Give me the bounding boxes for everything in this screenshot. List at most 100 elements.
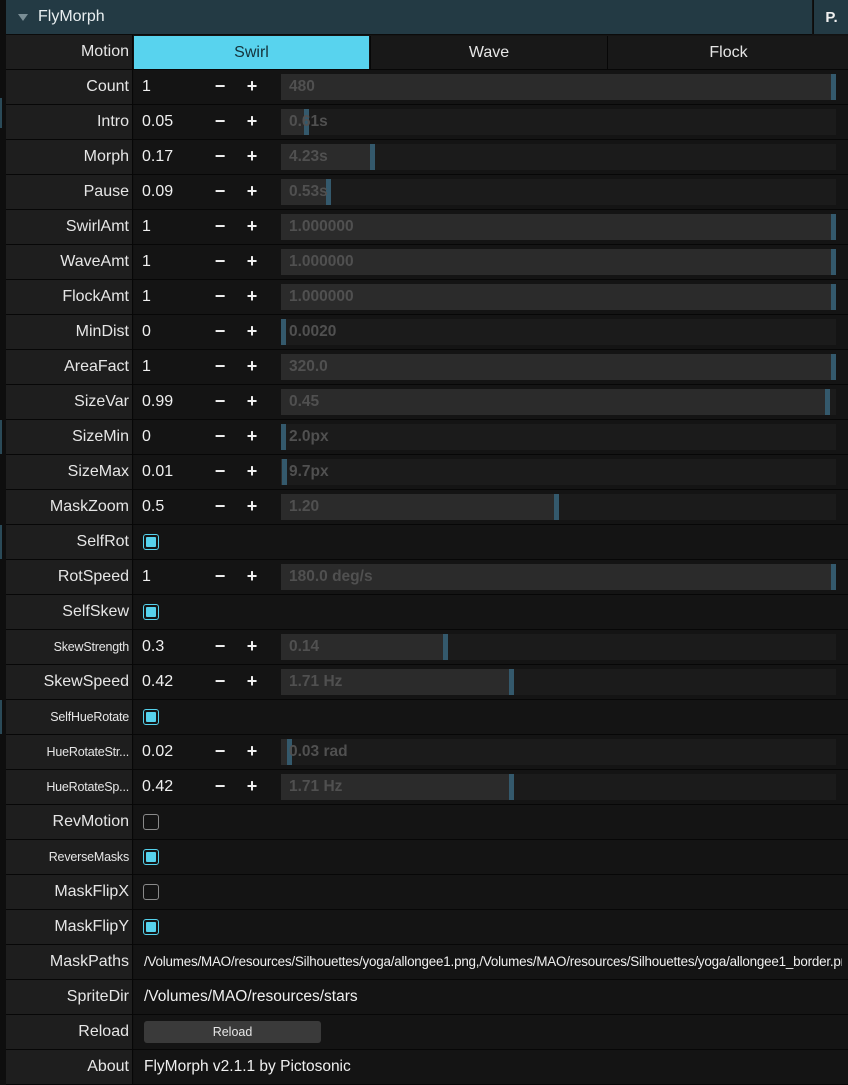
slider-handle[interactable]	[554, 494, 559, 520]
selfhuerotate-checkbox[interactable]	[143, 709, 159, 725]
intro-increment-button[interactable]: +	[246, 111, 258, 131]
count-decrement-button[interactable]: −	[214, 76, 226, 96]
spritedir-field[interactable]: /Volumes/MAO/resources/stars	[144, 988, 358, 1005]
motion-option-swirl[interactable]: Swirl	[134, 36, 369, 69]
motion-option-wave[interactable]: Wave	[370, 36, 607, 69]
skewstrength-decrement-button[interactable]: −	[214, 636, 226, 656]
areafact-increment-button[interactable]: +	[246, 356, 258, 376]
maskflipy-checkbox[interactable]	[143, 919, 159, 935]
skewspeed-increment-button[interactable]: +	[246, 671, 258, 691]
maskflipx-checkbox[interactable]	[143, 884, 159, 900]
slider-handle[interactable]	[509, 774, 514, 800]
panel-header[interactable]: FlyMorph	[6, 0, 812, 35]
sizemin-increment-button[interactable]: +	[246, 426, 258, 446]
skewstrength-increment-button[interactable]: +	[246, 636, 258, 656]
waveamt-slider[interactable]: 1.000000	[281, 249, 836, 275]
mindist-slider[interactable]: 0.0020	[281, 319, 836, 345]
slider-handle[interactable]	[831, 354, 836, 380]
huerotatesp-slider[interactable]: 1.71 Hz	[281, 774, 836, 800]
count-increment-button[interactable]: +	[246, 76, 258, 96]
slider-handle[interactable]	[443, 634, 448, 660]
maskzoom-decrement-button[interactable]: −	[214, 496, 226, 516]
sizemax-value-field[interactable]: 0.01	[142, 463, 174, 480]
areafact-decrement-button[interactable]: −	[214, 356, 226, 376]
huerotatesp-value-field[interactable]: 0.42	[142, 778, 174, 795]
sizemin-slider[interactable]: 2.0px	[281, 424, 836, 450]
slider-handle[interactable]	[287, 739, 292, 765]
selfrot-checkbox[interactable]	[143, 534, 159, 550]
swirlamt-slider[interactable]: 1.000000	[281, 214, 836, 240]
huerotatestr-value-field[interactable]: 0.02	[142, 743, 174, 760]
slider-handle[interactable]	[281, 319, 286, 345]
revmotion-checkbox[interactable]	[143, 814, 159, 830]
huerotatestr-decrement-button[interactable]: −	[214, 741, 226, 761]
slider-handle[interactable]	[304, 109, 309, 135]
sizevar-slider[interactable]: 0.45	[281, 389, 836, 415]
count-value-field[interactable]: 1	[142, 78, 151, 95]
mindist-value-field[interactable]: 0	[142, 323, 151, 340]
pause-increment-button[interactable]: +	[246, 181, 258, 201]
waveamt-value-field[interactable]: 1	[142, 253, 151, 270]
pause-decrement-button[interactable]: −	[214, 181, 226, 201]
maskpaths-field[interactable]: /Volumes/MAO/resources/Silhouettes/yoga/…	[144, 954, 842, 969]
sizevar-decrement-button[interactable]: −	[214, 391, 226, 411]
slider-handle[interactable]	[831, 249, 836, 275]
skewstrength-value-field[interactable]: 0.3	[142, 638, 165, 655]
skewspeed-slider[interactable]: 1.71 Hz	[281, 669, 836, 695]
waveamt-increment-button[interactable]: +	[246, 251, 258, 271]
waveamt-decrement-button[interactable]: −	[214, 251, 226, 271]
slider-handle[interactable]	[831, 564, 836, 590]
maskzoom-value-field[interactable]: 0.5	[142, 498, 165, 515]
reload-button[interactable]: Reload	[144, 1021, 321, 1043]
huerotatesp-increment-button[interactable]: +	[246, 776, 258, 796]
mindist-decrement-button[interactable]: −	[214, 321, 226, 341]
sizevar-increment-button[interactable]: +	[246, 391, 258, 411]
intro-decrement-button[interactable]: −	[214, 111, 226, 131]
flockamt-increment-button[interactable]: +	[246, 286, 258, 306]
flockamt-decrement-button[interactable]: −	[214, 286, 226, 306]
motion-option-flock[interactable]: Flock	[607, 36, 848, 69]
slider-handle[interactable]	[281, 424, 286, 450]
slider-handle[interactable]	[370, 144, 375, 170]
rotspeed-increment-button[interactable]: +	[246, 566, 258, 586]
intro-value-field[interactable]: 0.05	[142, 113, 174, 130]
maskzoom-increment-button[interactable]: +	[246, 496, 258, 516]
sizevar-value-field[interactable]: 0.99	[142, 393, 174, 410]
huerotatesp-decrement-button[interactable]: −	[214, 776, 226, 796]
slider-handle[interactable]	[831, 214, 836, 240]
morph-slider[interactable]: 4.23s	[281, 144, 836, 170]
morph-value-field[interactable]: 0.17	[142, 148, 174, 165]
rotspeed-slider[interactable]: 180.0 deg/s	[281, 564, 836, 590]
count-slider[interactable]: 480	[281, 74, 836, 100]
slider-handle[interactable]	[831, 74, 836, 100]
sizemin-decrement-button[interactable]: −	[214, 426, 226, 446]
pause-value-field[interactable]: 0.09	[142, 183, 174, 200]
reversemasks-checkbox[interactable]	[143, 849, 159, 865]
skewspeed-value-field[interactable]: 0.42	[142, 673, 174, 690]
areafact-slider[interactable]: 320.0	[281, 354, 836, 380]
collapse-triangle-icon[interactable]	[18, 13, 28, 21]
huerotatestr-slider[interactable]: 0.03 rad	[281, 739, 836, 765]
swirlamt-decrement-button[interactable]: −	[214, 216, 226, 236]
slider-handle[interactable]	[825, 389, 830, 415]
swirlamt-increment-button[interactable]: +	[246, 216, 258, 236]
intro-slider[interactable]: 0.61s	[281, 109, 836, 135]
mindist-increment-button[interactable]: +	[246, 321, 258, 341]
morph-increment-button[interactable]: +	[246, 146, 258, 166]
slider-handle[interactable]	[326, 179, 331, 205]
selfskew-checkbox[interactable]	[143, 604, 159, 620]
slider-handle[interactable]	[282, 459, 287, 485]
sizemax-decrement-button[interactable]: −	[214, 461, 226, 481]
p-button[interactable]: P.	[813, 0, 848, 34]
skewstrength-slider[interactable]: 0.14	[281, 634, 836, 660]
slider-handle[interactable]	[509, 669, 514, 695]
swirlamt-value-field[interactable]: 1	[142, 218, 151, 235]
morph-decrement-button[interactable]: −	[214, 146, 226, 166]
flockamt-slider[interactable]: 1.000000	[281, 284, 836, 310]
maskzoom-slider[interactable]: 1.20	[281, 494, 836, 520]
pause-slider[interactable]: 0.53s	[281, 179, 836, 205]
rotspeed-decrement-button[interactable]: −	[214, 566, 226, 586]
sizemax-slider[interactable]: 9.7px	[281, 459, 836, 485]
flockamt-value-field[interactable]: 1	[142, 288, 151, 305]
about-field[interactable]: FlyMorph v2.1.1 by Pictosonic	[144, 1058, 351, 1075]
